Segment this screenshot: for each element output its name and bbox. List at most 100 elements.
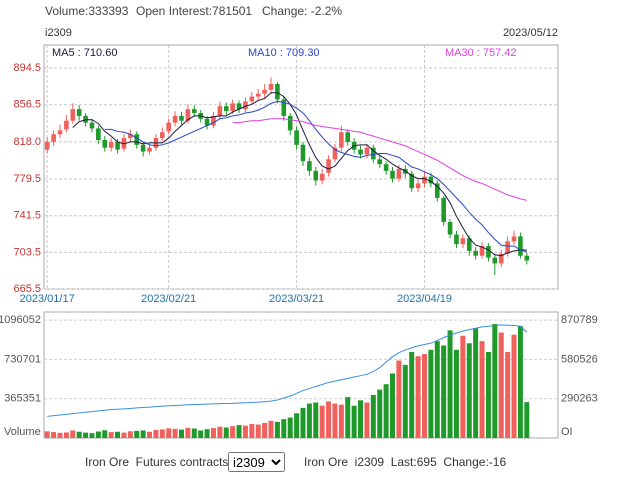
volume-bar xyxy=(294,413,300,438)
legend-entry: MA30 : 757.42 xyxy=(445,47,517,59)
candle-body xyxy=(460,238,466,245)
candle-body xyxy=(486,246,491,258)
candle-body xyxy=(422,176,427,184)
candle-body xyxy=(89,122,95,129)
candle-body xyxy=(44,141,50,150)
volume-bar xyxy=(147,431,153,438)
volume-bar xyxy=(479,341,485,438)
volume-bar xyxy=(242,425,248,438)
y-tick-label: 856.5 xyxy=(13,99,41,111)
candle-body xyxy=(204,118,210,126)
legend-entry: MA10 : 709.30 xyxy=(248,47,320,59)
candle-body xyxy=(64,120,69,130)
volume-bar xyxy=(83,432,89,438)
candle-body xyxy=(319,173,325,181)
candle-body xyxy=(313,170,319,181)
candle-body xyxy=(524,255,530,261)
volume-bar xyxy=(108,432,114,438)
candle-body xyxy=(434,183,440,198)
volume-bar xyxy=(485,351,491,438)
volume-bar xyxy=(210,428,216,438)
candle-body xyxy=(185,109,191,121)
candle-body xyxy=(466,238,472,251)
volume-bar xyxy=(287,417,293,438)
x-tick-label: 2023/02/21 xyxy=(141,293,196,305)
ma-line xyxy=(72,92,527,257)
candle-body xyxy=(307,161,312,171)
candle-body xyxy=(492,257,498,264)
candle-body xyxy=(275,84,280,100)
volume-bar xyxy=(453,349,459,438)
volume-bar xyxy=(473,328,479,438)
candle-body xyxy=(96,128,101,140)
volume-bar xyxy=(185,427,191,438)
info: Volume:333393 xyxy=(45,4,129,18)
volume-bar xyxy=(447,330,453,438)
volume-bar xyxy=(396,360,402,438)
candle-body xyxy=(345,132,351,142)
volume-bar xyxy=(370,394,376,438)
candle-body xyxy=(454,234,459,245)
candle-body xyxy=(179,115,184,121)
y-tick-label: 730701 xyxy=(4,353,41,365)
contract-select[interactable]: i2309 xyxy=(228,452,285,472)
candle-body xyxy=(51,134,56,142)
volume-bar xyxy=(517,326,523,438)
candle-body xyxy=(473,250,478,256)
candle-body xyxy=(364,147,370,155)
y-tick-label: 703.5 xyxy=(13,246,41,258)
volume-bar xyxy=(306,403,312,438)
volume-bar xyxy=(351,405,357,438)
volume-bar xyxy=(230,426,236,438)
legend-entry: MA5 : 710.60 xyxy=(52,47,117,59)
ma-line xyxy=(232,118,527,201)
x-tick-label: 2023/03/21 xyxy=(269,293,324,305)
volume-bar xyxy=(300,407,306,438)
y-tick-label: 818.0 xyxy=(13,136,41,148)
volume-bar xyxy=(44,431,50,438)
volume-bar xyxy=(428,349,434,438)
y-tick-label: 779.5 xyxy=(13,173,41,185)
volume-bar xyxy=(172,428,178,438)
volume-bar xyxy=(159,429,165,438)
volume-bar xyxy=(76,431,82,438)
volume-bar xyxy=(345,397,351,438)
candle-body xyxy=(287,115,293,131)
y-tick-label: 894.5 xyxy=(13,62,41,74)
volume-bar xyxy=(204,429,210,438)
candle-body xyxy=(294,130,299,145)
y-axis-label: Volume xyxy=(4,426,41,438)
candle-body xyxy=(326,159,331,173)
volume-bar xyxy=(249,424,255,438)
candle-body xyxy=(172,115,178,123)
candle-body xyxy=(358,149,363,155)
volume-bar xyxy=(358,400,364,438)
candle-body xyxy=(339,132,344,148)
candle-body xyxy=(300,144,306,162)
volume-bar xyxy=(524,402,530,438)
candle-body xyxy=(447,221,453,235)
candle-body xyxy=(211,115,216,126)
volume-bar xyxy=(262,422,268,438)
info: Open Interest:781501 xyxy=(136,4,252,18)
volume-bar xyxy=(498,332,504,438)
y-tick-label: 365351 xyxy=(4,393,41,405)
symbol: i2309 xyxy=(45,27,72,39)
x-tick-label: 2023/04/19 xyxy=(397,293,452,305)
candle-body xyxy=(57,130,63,135)
volume-bar xyxy=(166,428,172,438)
volume-bar xyxy=(338,404,344,438)
volume-bar xyxy=(319,405,325,438)
candle-body xyxy=(518,236,523,256)
volume-bar xyxy=(466,343,472,438)
status: Iron Ore i2309 Last:695 Change:-16 xyxy=(304,455,507,469)
volume-bar xyxy=(121,432,127,438)
volume-bar xyxy=(217,426,223,438)
volume-bar xyxy=(390,373,396,438)
candle-body xyxy=(76,109,82,116)
volume-bar xyxy=(57,432,63,438)
volume-bar xyxy=(255,424,261,438)
volume-bar xyxy=(134,430,140,438)
candle-body xyxy=(255,93,261,97)
